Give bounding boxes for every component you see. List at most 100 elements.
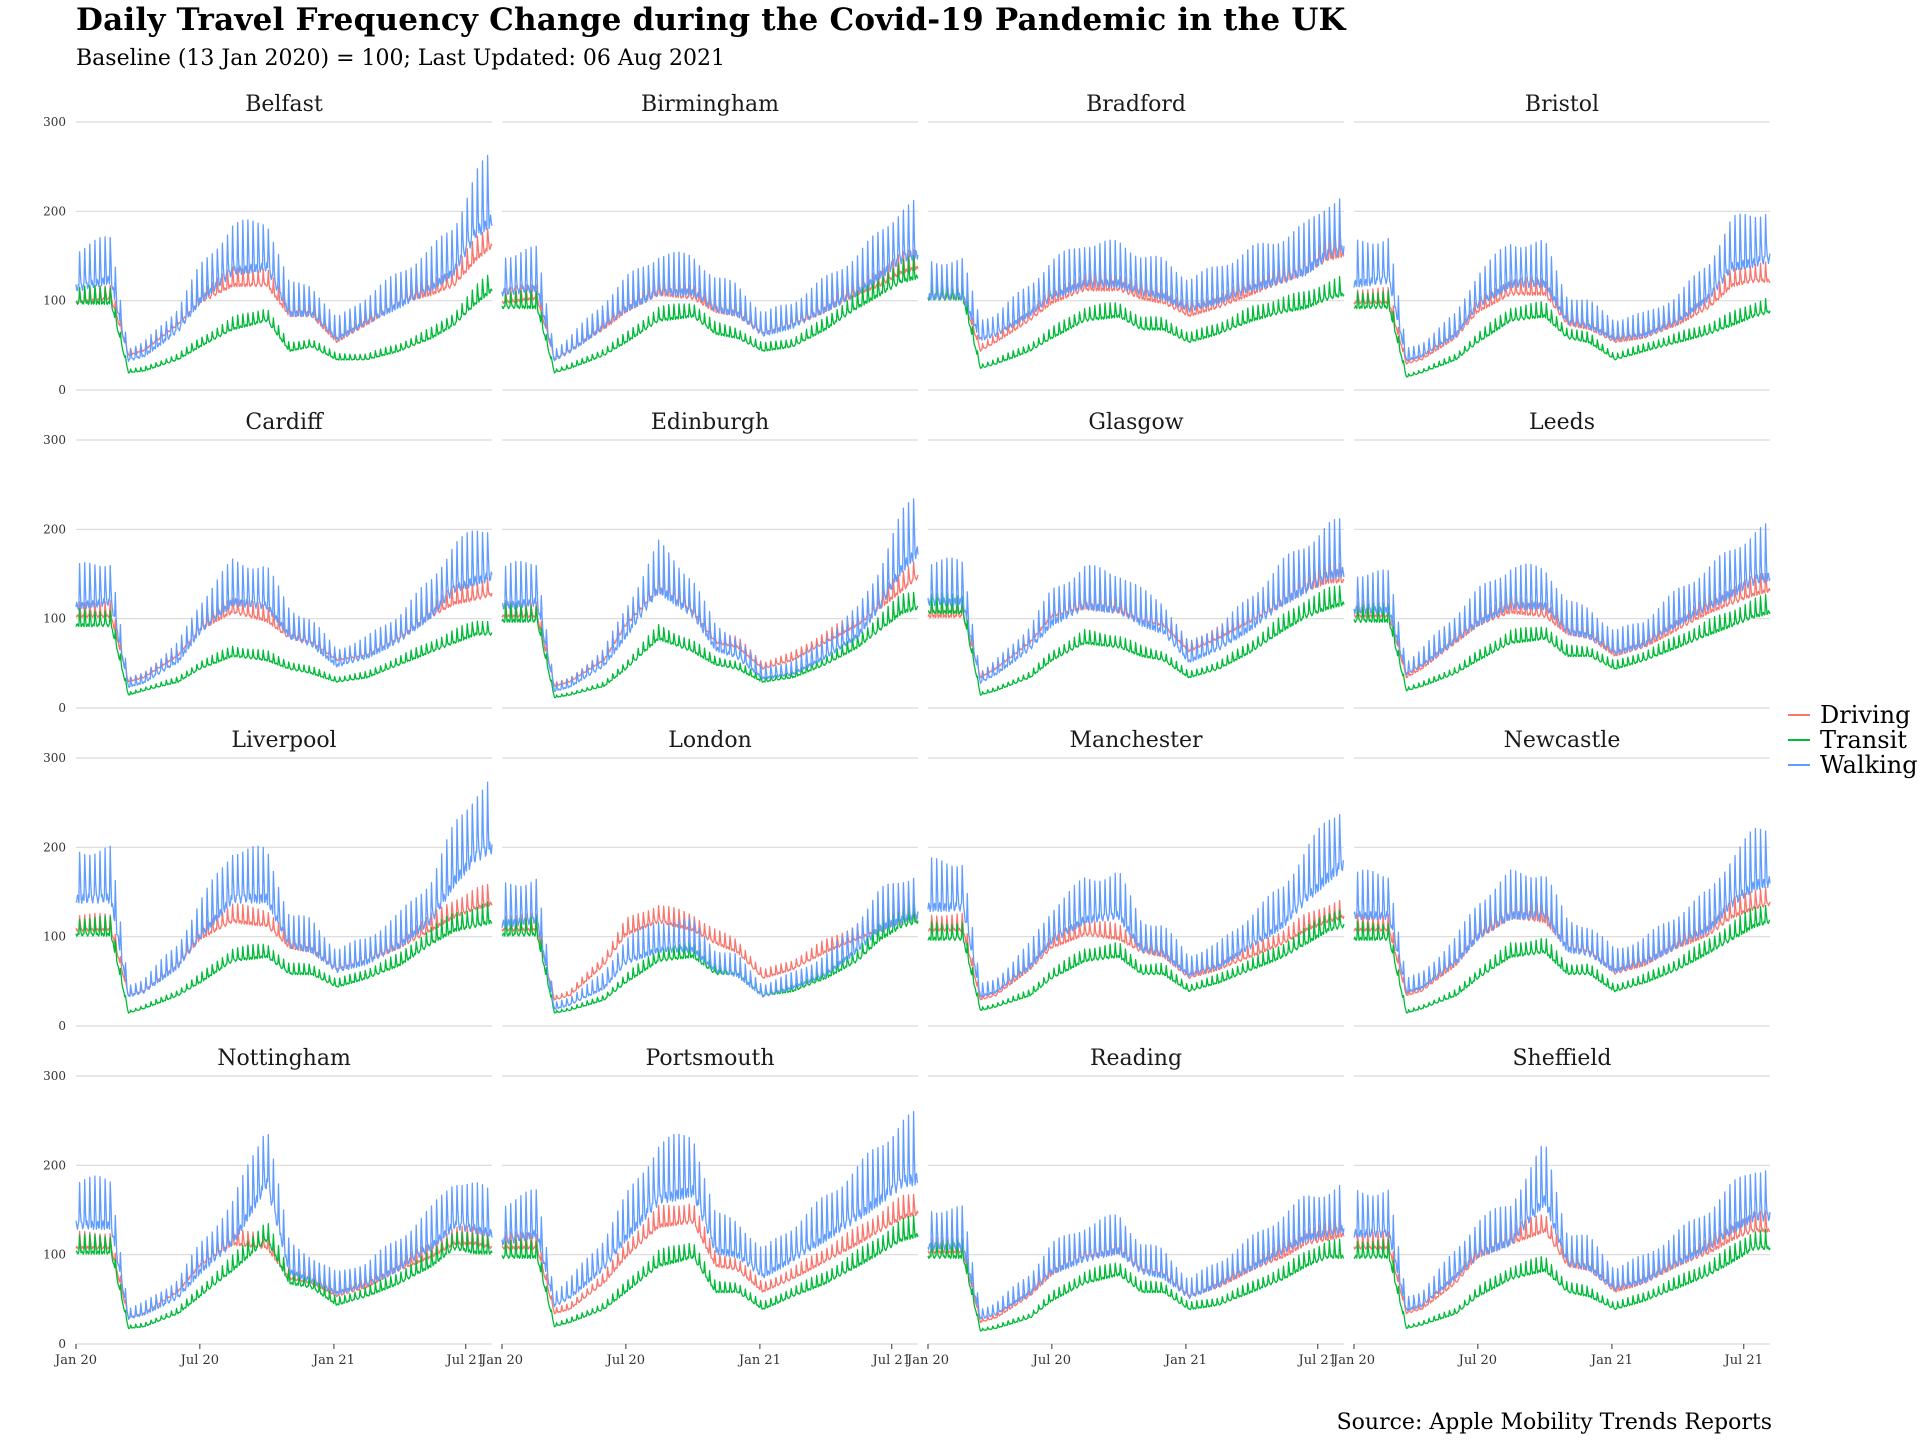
series-line-bristol-transit <box>1353 290 1771 378</box>
series-line-bradford-transit <box>927 275 1345 369</box>
y-tick-label: 100 <box>43 1248 66 1262</box>
series-line-liverpool-transit <box>75 901 493 1014</box>
series-line-sheffield-transit <box>1353 1229 1771 1329</box>
x-tick-label: Jul 20 <box>1457 1353 1497 1368</box>
y-tick-label: 200 <box>43 522 66 536</box>
panel-title-glasgow: Glasgow <box>1088 410 1183 435</box>
y-tick-label: 0 <box>58 1019 66 1033</box>
series-line-leeds-transit <box>1353 594 1771 692</box>
y-tick-label: 300 <box>43 1069 66 1083</box>
series-line-birmingham-transit <box>501 254 919 374</box>
panel-title-london: London <box>668 728 752 753</box>
legend: Driving Transit Walking <box>1788 700 1918 779</box>
x-tick-label: Jul 21 <box>445 1353 485 1368</box>
y-tick-label: 100 <box>43 930 66 944</box>
y-tick-label: 200 <box>43 1158 66 1172</box>
series-line-belfast-transit <box>75 274 493 374</box>
source-caption: Source: Apple Mobility Trends Reports <box>1336 1410 1772 1435</box>
x-tick-label: Jul 20 <box>179 1353 219 1368</box>
series-line-london-driving <box>501 898 919 1001</box>
series-line-portsmouth-transit <box>501 1214 919 1328</box>
panel-title-bristol: Bristol <box>1525 92 1599 117</box>
legend-label-driving: Driving <box>1820 700 1911 729</box>
series-line-portsmouth-walking <box>501 1111 919 1308</box>
series-line-nottingham-transit <box>75 1222 493 1330</box>
series-line-london-transit <box>501 902 919 1014</box>
panel-title-birmingham: Birmingham <box>641 92 779 117</box>
series-line-newcastle-driving <box>1353 886 1771 997</box>
panel-title-newcastle: Newcastle <box>1504 728 1621 753</box>
series-line-portsmouth-driving <box>501 1193 919 1315</box>
legend-key-driving <box>1788 713 1810 716</box>
x-tick-label: Jan 21 <box>1589 1353 1633 1368</box>
panel-title-belfast: Belfast <box>245 92 323 117</box>
y-tick-label: 300 <box>43 433 66 447</box>
y-tick-label: 300 <box>43 115 66 129</box>
panel-title-cardiff: Cardiff <box>245 410 324 435</box>
series-line-reading-driving <box>927 1217 1345 1324</box>
series-line-birmingham-driving <box>501 248 919 361</box>
x-tick-label: Jan 21 <box>311 1353 355 1368</box>
series-line-liverpool-walking <box>75 781 493 998</box>
series-line-reading-walking <box>927 1185 1345 1320</box>
x-tick-label: Jan 21 <box>1163 1353 1207 1368</box>
series-line-sheffield-driving <box>1353 1210 1771 1315</box>
legend-item-walking: Walking <box>1788 750 1918 779</box>
legend-key-transit <box>1788 738 1810 741</box>
series-line-leeds-walking <box>1353 523 1771 676</box>
y-tick-label: 200 <box>43 840 66 854</box>
series-line-edinburgh-walking <box>501 498 919 693</box>
x-tick-label: Jan 20 <box>53 1353 97 1368</box>
series-line-newcastle-walking <box>1353 827 1771 994</box>
series-line-manchester-transit <box>927 909 1345 1011</box>
chart-subtitle: Baseline (13 Jan 2020) = 100; Last Updat… <box>76 46 726 71</box>
panel-title-liverpool: Liverpool <box>231 728 336 753</box>
series-line-reading-transit <box>927 1238 1345 1332</box>
legend-item-driving: Driving <box>1788 700 1918 729</box>
panel-title-portsmouth: Portsmouth <box>645 1046 774 1071</box>
series-line-bradford-driving <box>927 232 1345 352</box>
series-line-nottingham-walking <box>75 1134 493 1321</box>
series-line-london-walking <box>501 877 919 1010</box>
y-tick-label: 0 <box>58 383 66 397</box>
legend-item-transit: Transit <box>1788 725 1918 754</box>
legend-key-walking <box>1788 763 1810 766</box>
panel-title-reading: Reading <box>1090 1046 1182 1071</box>
series-line-cardiff-driving <box>75 577 493 683</box>
x-tick-label: Jul 20 <box>605 1353 645 1368</box>
series-line-bradford-walking <box>927 198 1345 341</box>
y-tick-label: 100 <box>43 612 66 626</box>
legend-label-transit: Transit <box>1820 725 1907 754</box>
series-line-bristol-walking <box>1353 213 1771 362</box>
panel-title-bradford: Bradford <box>1086 92 1186 117</box>
series-line-edinburgh-transit <box>501 591 919 699</box>
x-tick-label: Jan 21 <box>737 1353 781 1368</box>
panel-title-edinburgh: Edinburgh <box>651 410 769 435</box>
y-tick-label: 0 <box>58 1337 66 1351</box>
series-line-newcastle-transit <box>1353 904 1770 1014</box>
series-line-cardiff-transit <box>75 608 493 696</box>
series-line-manchester-walking <box>927 813 1345 998</box>
chart-title: Daily Travel Frequency Change during the… <box>76 2 1346 38</box>
legend-label-walking: Walking <box>1820 750 1918 779</box>
x-tick-label: Jul 20 <box>1031 1353 1071 1368</box>
series-line-leeds-driving <box>1354 572 1771 679</box>
series-line-birmingham-walking <box>501 199 919 362</box>
series-line-belfast-walking <box>75 154 493 362</box>
series-line-bristol-driving <box>1353 261 1771 365</box>
panel-title-manchester: Manchester <box>1070 728 1203 753</box>
y-tick-label: 100 <box>43 294 66 308</box>
series-line-manchester-driving <box>927 899 1345 1001</box>
x-tick-label: Jan 20 <box>905 1353 949 1368</box>
series-line-glasgow-transit <box>928 585 1345 696</box>
series-line-glasgow-walking <box>927 518 1345 685</box>
series-line-sheffield-walking <box>1353 1145 1771 1312</box>
y-tick-label: 200 <box>43 204 66 218</box>
x-tick-label: Jan 20 <box>1331 1353 1375 1368</box>
x-tick-label: Jul 21 <box>871 1353 911 1368</box>
series-line-cardiff-walking <box>75 530 493 688</box>
panel-title-nottingham: Nottingham <box>217 1046 351 1071</box>
x-tick-label: Jan 20 <box>479 1353 523 1368</box>
x-tick-label: Jul 21 <box>1297 1353 1337 1368</box>
